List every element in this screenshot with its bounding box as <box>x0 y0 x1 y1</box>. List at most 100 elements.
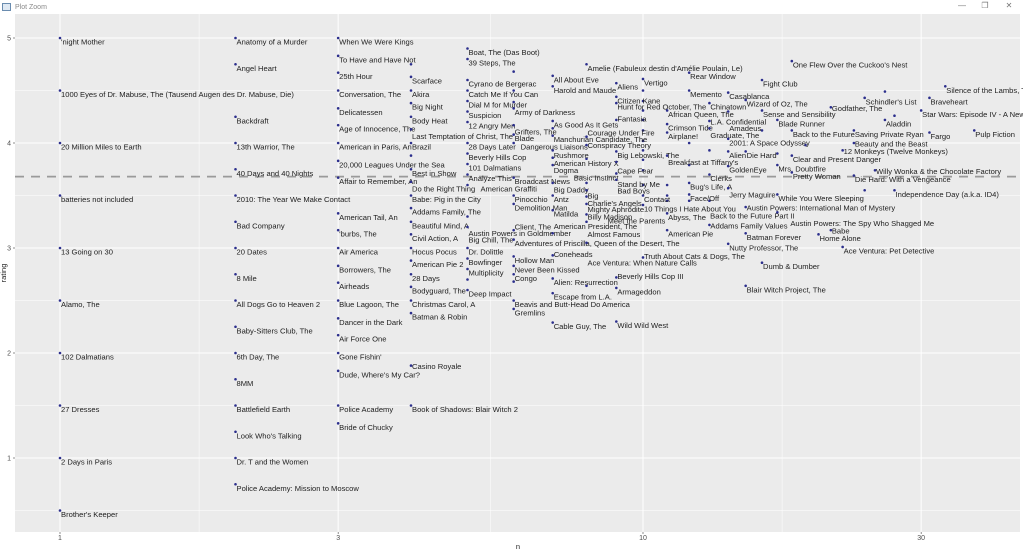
data-point <box>776 152 779 155</box>
data-point <box>466 152 469 155</box>
data-point <box>466 89 469 92</box>
data-point <box>58 509 62 512</box>
data-point <box>641 109 645 112</box>
point-label: Austin Powers: The Spy Who Shagged Me <box>790 219 934 228</box>
point-label: 20,000 Leagues Under the Sea <box>339 160 445 169</box>
data-point <box>512 238 515 241</box>
maximize-button[interactable]: ❐ <box>981 1 989 10</box>
data-point <box>512 141 515 145</box>
point-label: 12 Angry Men <box>468 122 515 131</box>
data-point <box>551 194 554 197</box>
data-point <box>409 259 413 262</box>
point-label: 13th Warrior, The <box>237 143 295 152</box>
data-point <box>58 351 62 355</box>
point-label: Wizard of Oz, The <box>747 99 808 108</box>
data-point <box>409 206 413 210</box>
point-label: 8MM <box>237 379 254 388</box>
data-point <box>512 280 515 283</box>
point-label: Brother's Keeper <box>61 510 118 519</box>
data-point <box>776 193 779 196</box>
data-point <box>708 119 711 123</box>
data-point <box>776 163 779 167</box>
data-point <box>409 404 413 407</box>
data-point <box>585 213 588 216</box>
point-label: Big Chill, The <box>468 236 513 245</box>
data-point <box>466 57 469 61</box>
point-label: Batman Forever <box>747 233 802 242</box>
data-point <box>708 199 711 203</box>
data-point <box>726 137 730 141</box>
data-point <box>409 233 413 236</box>
point-label: Contact <box>644 195 671 204</box>
point-label: Almost Famous <box>588 230 641 239</box>
data-point <box>641 183 645 187</box>
data-point <box>943 85 947 88</box>
point-label: Amadeus <box>729 124 761 133</box>
data-point <box>551 134 554 137</box>
point-label: 39 Steps, The <box>468 59 515 68</box>
point-label: Alien: Resurrection <box>554 278 618 287</box>
point-label: As Good As It Gets <box>554 120 619 129</box>
point-label: American History X <box>554 159 619 168</box>
data-point <box>466 162 469 166</box>
data-point <box>687 71 691 74</box>
data-point <box>641 99 645 103</box>
point-label: 27 Dresses <box>61 405 100 414</box>
minimize-button[interactable]: — <box>958 1 966 10</box>
x-tick-label: 3 <box>336 535 340 542</box>
data-point <box>409 62 413 66</box>
data-point <box>234 36 237 40</box>
data-point <box>234 194 237 197</box>
point-label: American President, The <box>554 222 637 231</box>
data-point <box>615 95 618 99</box>
data-point <box>466 110 469 113</box>
point-label: Graduate, The <box>710 131 759 140</box>
point-label: Congo <box>515 274 537 283</box>
close-button[interactable]: ✕ <box>1005 1 1013 10</box>
data-point <box>641 256 645 259</box>
point-label: Godfather, The <box>832 104 883 113</box>
data-point <box>852 129 856 132</box>
data-point <box>665 228 669 232</box>
point-label: Beverly Hills Cop III <box>617 272 683 281</box>
point-label: Alien <box>729 151 746 160</box>
point-label: Back to the Future <box>793 130 855 139</box>
data-point <box>641 194 645 197</box>
point-label: Blue Lagoon, The <box>339 300 399 309</box>
point-label: Cape Fear <box>617 166 653 175</box>
data-point <box>234 404 237 407</box>
data-point <box>409 101 413 105</box>
data-point <box>466 225 469 229</box>
data-point <box>551 277 554 280</box>
data-point <box>708 149 711 152</box>
point-label: Blade <box>515 134 534 143</box>
data-point <box>760 78 764 82</box>
point-label: 20 Dates <box>237 248 268 257</box>
data-point <box>336 404 340 407</box>
point-label: Wild Wild West <box>617 321 669 330</box>
point-label: Chinatown <box>710 103 746 112</box>
data-point <box>665 199 669 203</box>
point-label: When We Were Kings <box>339 38 414 47</box>
point-label: Big Lebowski, The <box>617 151 679 160</box>
data-point <box>551 74 554 78</box>
data-point <box>512 255 515 258</box>
data-point <box>466 120 469 124</box>
data-point <box>466 267 469 271</box>
point-label: Big Night <box>412 103 444 112</box>
point-label: Armageddon <box>617 287 660 296</box>
point-label: Bowfinger <box>468 258 502 267</box>
point-label: Beautiful Mind, A <box>412 221 470 230</box>
point-label: 102 Dalmatians <box>61 353 114 362</box>
data-point <box>234 141 237 145</box>
point-label: Bride of Chucky <box>339 423 393 432</box>
y-tick-label: 3 <box>7 246 11 253</box>
point-label: Battlefield Earth <box>237 405 291 414</box>
y-tick-label: 1 <box>7 456 11 463</box>
data-point <box>852 174 856 177</box>
data-point <box>615 276 618 279</box>
point-label: Casablanca <box>729 92 770 101</box>
point-label: Borrowers, The <box>339 265 391 274</box>
data-point <box>641 169 645 172</box>
